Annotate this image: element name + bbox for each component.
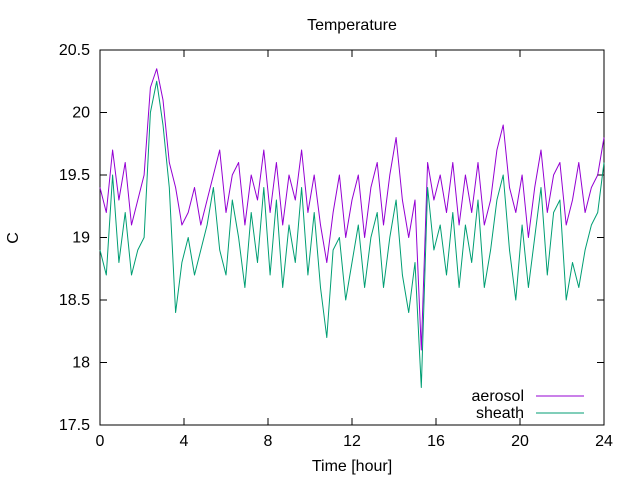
series-line-sheath (99, 80, 605, 388)
legend-label-sheath: sheath (476, 405, 524, 422)
legend-label-aerosol: aerosol (472, 388, 524, 405)
chart-title: Temperature (307, 17, 397, 34)
x-tick-label: 24 (595, 433, 613, 450)
x-tick-label: 8 (264, 433, 273, 450)
y-tick-label: 20.5 (59, 42, 90, 59)
y-tick-label: 19.5 (59, 167, 90, 184)
x-tick-label: 0 (96, 433, 105, 450)
series-lines (99, 68, 605, 388)
y-tick-label: 18 (72, 355, 90, 372)
series-line-aerosol (99, 68, 605, 351)
x-tick-label: 4 (180, 433, 189, 450)
y-tick-label: 20 (72, 105, 90, 122)
y-tick-label: 18.5 (59, 292, 90, 309)
x-tick-label: 12 (343, 433, 361, 450)
y-tick-label: 17.5 (59, 417, 90, 434)
y-tick-label: 19 (72, 230, 90, 247)
y-axis-label: C (5, 232, 22, 244)
x-tick-label: 16 (427, 433, 445, 450)
axis-ticks: 0 4 8 12 16 20 24 17.5 18 18.5 19 19.5 20 20.5 (59, 42, 613, 450)
x-tick-label: 20 (511, 433, 529, 450)
x-axis-label: Time [hour] (312, 458, 392, 475)
